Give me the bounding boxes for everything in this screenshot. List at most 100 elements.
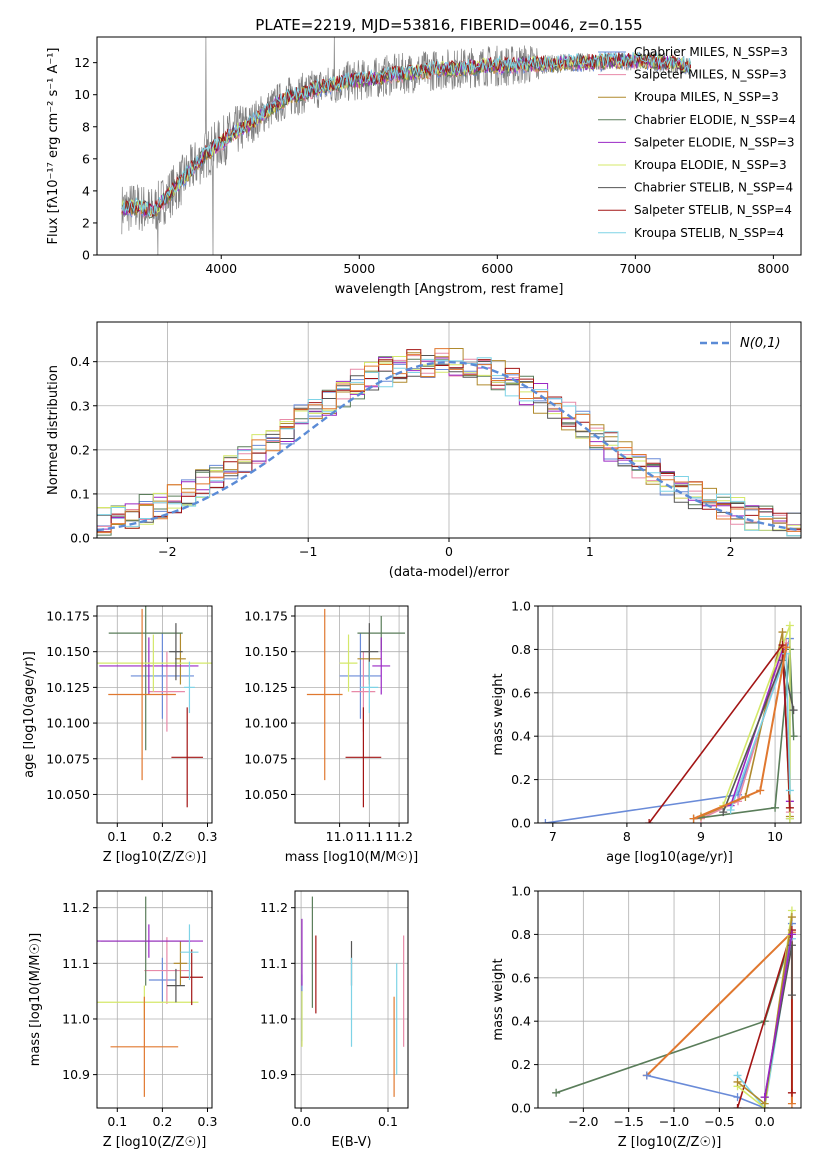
series-marker bbox=[785, 621, 794, 630]
x-tick-label: 4000 bbox=[205, 261, 237, 276]
plot-area-spectrum bbox=[121, 37, 692, 255]
y-tick-label: 4 bbox=[82, 183, 90, 198]
series-marker bbox=[760, 1093, 769, 1102]
x-tick-label: 0.1 bbox=[107, 1114, 127, 1129]
x-tick-label: 1 bbox=[586, 544, 594, 559]
data-point bbox=[108, 606, 183, 751]
y-tick-label: 10.050 bbox=[244, 787, 288, 802]
series-marker bbox=[787, 913, 796, 922]
axes-frame bbox=[96, 36, 802, 256]
panel-age-vs-mass: 11.0 11.1 11.2 10.050 10.075 10.100 10.125 10.1… bbox=[244, 605, 418, 865]
y-axis-label: Flux [fλ10⁻¹⁷ erg cm⁻² s⁻¹ A⁻¹] bbox=[46, 48, 61, 245]
axes-frame bbox=[96, 605, 213, 824]
y-tick-label: 0.1 bbox=[70, 486, 90, 501]
x-axis-label: Z [log10(Z/Z☉)] bbox=[103, 850, 207, 865]
axes-frame bbox=[537, 605, 802, 824]
y-tick-label: 0.6 bbox=[511, 970, 531, 985]
x-tick-label: 11.1 bbox=[355, 829, 383, 844]
axes-frame bbox=[96, 890, 213, 1109]
x-tick-label: 0.1 bbox=[107, 829, 127, 844]
y-axis-label: mass weight bbox=[491, 673, 506, 755]
series-marker bbox=[689, 814, 698, 823]
data-point bbox=[306, 608, 343, 781]
series-marker bbox=[789, 706, 798, 715]
figure-title: PLATE=2219, MJD=53816, FIBERID=0046, z=0… bbox=[255, 16, 642, 34]
series-line bbox=[545, 638, 791, 823]
y-tick-label: 10.125 bbox=[46, 680, 90, 695]
data-point bbox=[339, 633, 382, 719]
data-point bbox=[173, 941, 188, 986]
y-tick-label: 0 bbox=[82, 248, 90, 263]
legend-entry: Salpeter MILES, N_SSP=3 bbox=[634, 68, 787, 82]
y-tick-label: 10.075 bbox=[46, 751, 90, 766]
y-tick-label: 8 bbox=[82, 119, 90, 134]
series-marker bbox=[719, 808, 728, 817]
histogram-step bbox=[97, 348, 801, 534]
legend-entry: Chabrier ELODIE, N_SSP=4 bbox=[634, 113, 796, 127]
y-tick-label: 11.0 bbox=[62, 1011, 90, 1026]
data-point bbox=[180, 924, 199, 981]
x-tick-label: 9 bbox=[697, 829, 705, 844]
y-tick-label: 2 bbox=[82, 215, 90, 230]
data-point bbox=[148, 651, 185, 732]
panel-weight-vs-Z: −2.0 −1.5 −1.0 −0.5 0.0 0.0 0.2 0.4 0.6 0.8 1.0 Z [… bbox=[491, 884, 802, 1150]
x-tick-label: 0.2 bbox=[152, 1114, 172, 1129]
data-point bbox=[184, 661, 195, 714]
x-tick-label: −1.0 bbox=[659, 1114, 689, 1129]
series-marker bbox=[787, 1099, 796, 1108]
series-marker bbox=[789, 732, 798, 741]
y-tick-label: 12 bbox=[74, 55, 90, 70]
y-tick-label: 11.0 bbox=[260, 1011, 288, 1026]
y-tick-label: 0.2 bbox=[511, 772, 531, 787]
series-marker bbox=[756, 786, 765, 795]
x-tick-label: 0.0 bbox=[755, 1114, 775, 1129]
x-axis-label: wavelength [Angstrom, rest frame] bbox=[335, 282, 564, 297]
y-tick-label: 11.1 bbox=[260, 956, 288, 971]
panel-residuals: −2 −1 0 1 2 0.0 0.1 0.2 0.3 0.4 (data-model)/error… bbox=[46, 321, 802, 580]
x-tick-label: 11.2 bbox=[385, 829, 413, 844]
x-tick-label: −2 bbox=[158, 544, 176, 559]
panel-mass-vs-Z: 0.1 0.2 0.3 10.9 11.0 11.1 11.2 Z [log10(Z/Z☉)]… bbox=[28, 890, 218, 1150]
x-tick-label: −1 bbox=[299, 544, 317, 559]
series-marker bbox=[787, 1088, 796, 1097]
series-marker bbox=[785, 814, 794, 823]
axes-frame bbox=[537, 890, 802, 1109]
gaussian-curve bbox=[97, 360, 801, 532]
x-tick-label: −1.5 bbox=[614, 1114, 644, 1129]
x-tick-label: 0 bbox=[445, 544, 453, 559]
x-tick-label: 0.3 bbox=[198, 1114, 218, 1129]
y-tick-label: 10.125 bbox=[244, 680, 288, 695]
legend-entry: N(0,1) bbox=[740, 336, 781, 351]
y-tick-label: 0.4 bbox=[511, 729, 531, 744]
series-line bbox=[648, 642, 791, 823]
panel-age-vs-Z: 0.1 0.2 0.3 10.050 10.075 10.100 10.125 10.150 1… bbox=[22, 605, 217, 865]
series-marker bbox=[541, 819, 550, 823]
data-point bbox=[97, 924, 203, 958]
legend-entry: Salpeter STELIB, N_SSP=4 bbox=[634, 203, 792, 217]
y-tick-label: 0.4 bbox=[70, 354, 90, 369]
data-point bbox=[110, 996, 179, 1097]
x-tick-label: 8000 bbox=[757, 261, 789, 276]
plot-area-mass-vs-EBV bbox=[301, 896, 405, 1097]
plot-area-age-vs-mass bbox=[306, 608, 406, 808]
x-tick-label: −2.0 bbox=[568, 1114, 598, 1129]
data-point bbox=[99, 637, 199, 695]
data-point bbox=[360, 661, 379, 714]
plot-area-weight-vs-age bbox=[541, 621, 798, 823]
series-marker bbox=[782, 643, 791, 652]
series-marker bbox=[785, 803, 794, 812]
data-point bbox=[175, 633, 186, 685]
y-tick-label: 11.2 bbox=[62, 900, 90, 915]
data-point bbox=[339, 634, 358, 692]
y-tick-label: 10.050 bbox=[46, 787, 90, 802]
series-line bbox=[722, 625, 791, 819]
y-tick-label: 1.0 bbox=[511, 599, 531, 614]
y-tick-label: 0.4 bbox=[511, 1014, 531, 1029]
legend-entry: Chabrier STELIB, N_SSP=4 bbox=[634, 181, 793, 195]
series-marker bbox=[733, 1077, 742, 1086]
series-marker bbox=[771, 803, 780, 812]
legend: Chabrier MILES, N_SSP=3 Salpeter MILES, N… bbox=[598, 45, 796, 240]
y-tick-label: 0.2 bbox=[70, 442, 90, 457]
y-tick-label: 0.2 bbox=[511, 1057, 531, 1072]
